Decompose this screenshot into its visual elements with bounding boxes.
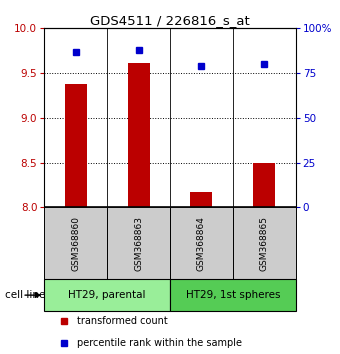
- Text: GSM368863: GSM368863: [134, 216, 143, 270]
- Bar: [107, 207, 170, 279]
- Text: GSM368864: GSM368864: [197, 216, 206, 270]
- Text: transformed count: transformed count: [77, 316, 168, 326]
- Bar: [233, 207, 296, 279]
- Text: HT29, parental: HT29, parental: [68, 290, 146, 300]
- Bar: [253, 164, 275, 207]
- Text: GSM368865: GSM368865: [260, 216, 269, 270]
- Bar: [44, 279, 170, 312]
- Text: cell line: cell line: [5, 290, 46, 300]
- Title: GDS4511 / 226816_s_at: GDS4511 / 226816_s_at: [90, 14, 250, 27]
- Bar: [65, 84, 87, 207]
- Text: GSM368860: GSM368860: [71, 216, 80, 270]
- Text: percentile rank within the sample: percentile rank within the sample: [77, 338, 242, 348]
- Bar: [190, 192, 212, 207]
- Bar: [170, 207, 233, 279]
- Text: HT29, 1st spheres: HT29, 1st spheres: [186, 290, 280, 300]
- Bar: [128, 63, 150, 207]
- Bar: [44, 207, 107, 279]
- Bar: [170, 279, 296, 312]
